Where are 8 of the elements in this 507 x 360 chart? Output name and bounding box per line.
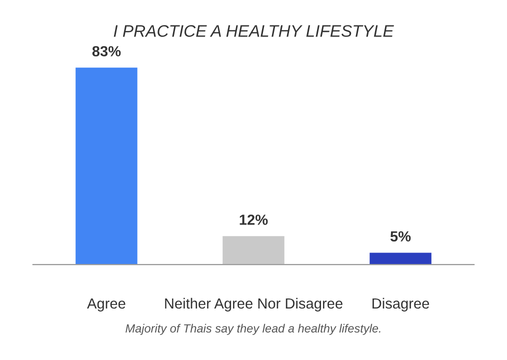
x-tick-label: Agree [87, 298, 126, 312]
data-label: 83% [92, 46, 121, 56]
x-tick-label: Disagree [372, 298, 430, 312]
chart-title: I PRACTICE A HEALTHY LIFESTYLE [114, 25, 394, 37]
x-tick-label: Neither Agree Nor Disagree [165, 298, 342, 312]
text: Majority of Thais say they lead a healthy lifestyle. [126, 324, 380, 335]
data-label: 12% [240, 214, 268, 225]
data-label: 5% [390, 231, 411, 242]
